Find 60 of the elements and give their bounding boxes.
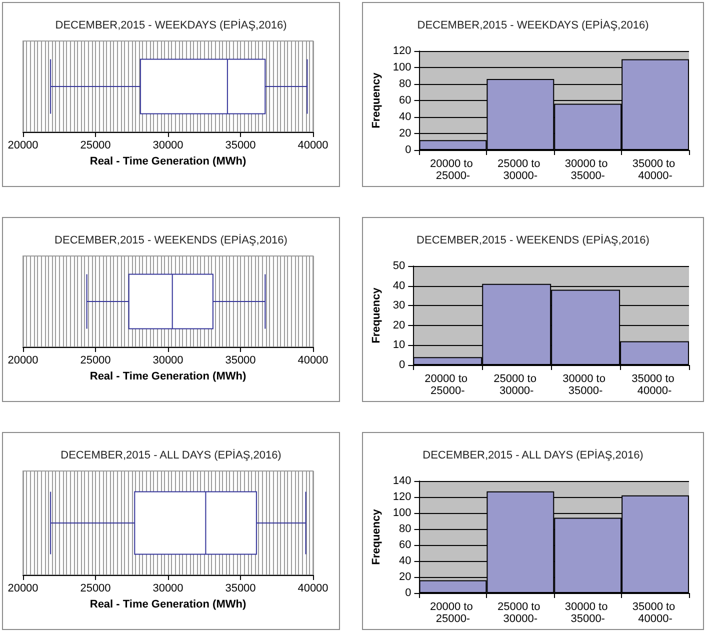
chart-title: DECEMBER,2015 - WEEKENDS (EPİAŞ,2016) [54,234,288,246]
x-tick-label: 30000 to 35000- [562,373,608,397]
y-tick-label: 40 [399,111,412,123]
chart-title: DECEMBER,2015 - WEEKDAYS (EPİAŞ,2016) [417,18,649,32]
x-tick-label: 20000 [8,582,38,594]
y-tick-label: 100 [392,62,412,74]
x-tick-label: 25000 to 30000- [494,373,540,397]
y-tick-label: 60 [399,94,412,106]
y-tick-label: 10 [392,339,406,352]
x-axis-title: Real - Time Generation (MWh) [90,598,246,610]
y-axis-title: Frequency [370,72,382,128]
y-axis-title: Frequency [370,286,382,344]
x-tick-label: 30000 [152,354,184,366]
x-tick-label: 25000 to 30000- [497,158,544,182]
y-tick-label: 100 [392,507,412,519]
x-tick-label: 30000 [152,582,184,594]
x-tick-label: 35000 [225,140,256,152]
y-tick-label: 60 [399,539,412,551]
y-tick-label: 50 [392,260,406,272]
y-axis-title: Frequency [370,508,382,565]
x-axis-title: Real - Time Generation (MWh) [90,370,246,382]
x-tick-label: 40000 [298,582,328,594]
chart-title: DECEMBER,2015 - WEEKENDS (EPİAŞ,2016) [416,234,650,246]
y-tick-label: 40 [392,280,406,292]
x-tick-label: 25000 [80,140,111,152]
x-tick-label: 30000 to 35000- [564,601,611,625]
x-tick-label: 35000 to 40000- [632,373,678,397]
y-tick-label: 20 [399,571,412,583]
chart-title: DECEMBER,2015 - ALL DAYS (EPİAŞ,2016) [60,448,282,462]
x-tick-label: 40000 [298,140,328,152]
y-tick-label: 0 [405,144,412,156]
x-tick-label: 20000 [8,354,38,366]
chart-title: DECEMBER,2015 - WEEKDAYS (EPİAŞ,2016) [55,18,287,32]
y-tick-label: 80 [399,523,412,535]
x-tick-label: 35000 to 40000- [632,158,678,182]
x-tick-label: 20000 to 25000- [430,158,476,182]
y-tick-label: 120 [392,45,412,57]
x-tick-label: 35000 to 40000- [632,601,678,625]
x-tick-label: 40000 [298,354,328,366]
y-tick-label: 0 [399,359,406,371]
x-tick-label: 20000 to 25000- [430,601,476,625]
y-tick-label: 140 [392,475,412,487]
x-tick-label: 35000 [225,582,256,594]
y-tick-label: 120 [392,491,412,503]
y-tick-label: 40 [399,555,412,567]
x-tick-label: 25000 [80,582,111,594]
chart-title: DECEMBER,2015 - ALL DAYS (EPİAŞ,2016) [422,448,644,462]
x-tick-label: 20000 [8,140,38,152]
x-tick-label: 30000 [152,140,184,152]
x-tick-label: 30000 to 35000- [564,158,611,182]
x-tick-label: 25000 to 30000- [497,601,544,625]
x-tick-label: 35000 [225,354,256,366]
y-tick-label: 30 [392,300,406,312]
y-tick-label: 20 [399,128,412,140]
y-tick-label: 20 [392,319,406,332]
x-tick-label: 25000 [80,354,111,366]
x-tick-label: 20000 to 25000- [424,373,471,397]
y-tick-label: 80 [399,78,412,90]
y-tick-label: 0 [405,587,412,599]
x-axis-title: Real - Time Generation (MWh) [90,156,246,168]
